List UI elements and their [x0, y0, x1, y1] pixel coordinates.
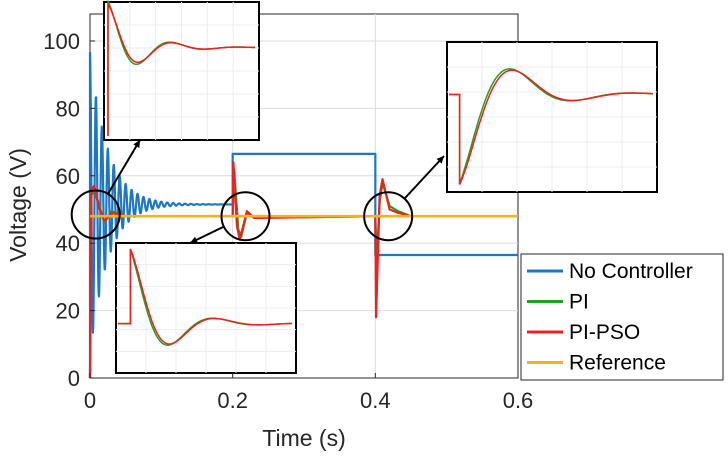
legend: No Controller PI PI-PSO Reference: [520, 253, 724, 381]
x-tick-label: 0.6: [503, 388, 534, 413]
legend-entry: PI-PSO: [569, 321, 640, 344]
y-tick-label: 60: [56, 164, 80, 189]
legend-entry: Reference: [569, 352, 666, 375]
zoom-leader-line: [107, 139, 141, 195]
inset-pi-pso-line: [118, 248, 293, 345]
legend-entry: PI: [569, 291, 589, 314]
zoom-leader-line: [403, 155, 445, 200]
y-axis-label: Voltage (V): [5, 148, 31, 262]
inset-pi-pso-line: [449, 69, 654, 185]
zoom-insets: [103, 0, 658, 374]
inset-step1: [115, 242, 297, 374]
zoom-circle-startup: [70, 189, 121, 240]
zoom-circle-step1: [220, 191, 271, 242]
zoom-circles: [70, 139, 445, 244]
zoom-arrow-head: [133, 140, 140, 148]
y-tick-label: 20: [56, 299, 80, 324]
x-tick-label: 0.4: [360, 388, 391, 413]
inset-startup: [103, 0, 260, 141]
y-tick-label: 40: [56, 231, 80, 256]
zoom-circle-step2: [363, 191, 414, 242]
y-tick-label: 0: [68, 366, 80, 391]
inset-step2: [446, 41, 658, 193]
x-tick-label: 0: [84, 388, 96, 413]
axis-ticks: 0 0.2 0.4 0.6 0 20 40 60 80 100: [43, 29, 533, 413]
series-line-no-controller: [88, 51, 518, 378]
y-tick-label: 80: [56, 96, 80, 121]
zoom-arrow-head: [436, 156, 444, 164]
zoom-arrow-head: [190, 236, 198, 244]
inset-pi-pso-line: [107, 1, 256, 136]
x-tick-label: 0.2: [217, 388, 248, 413]
legend-entry: No Controller: [569, 260, 693, 283]
y-tick-label: 100: [43, 29, 80, 54]
x-axis-label: Time (s): [262, 425, 345, 451]
legend-box: [520, 253, 724, 381]
